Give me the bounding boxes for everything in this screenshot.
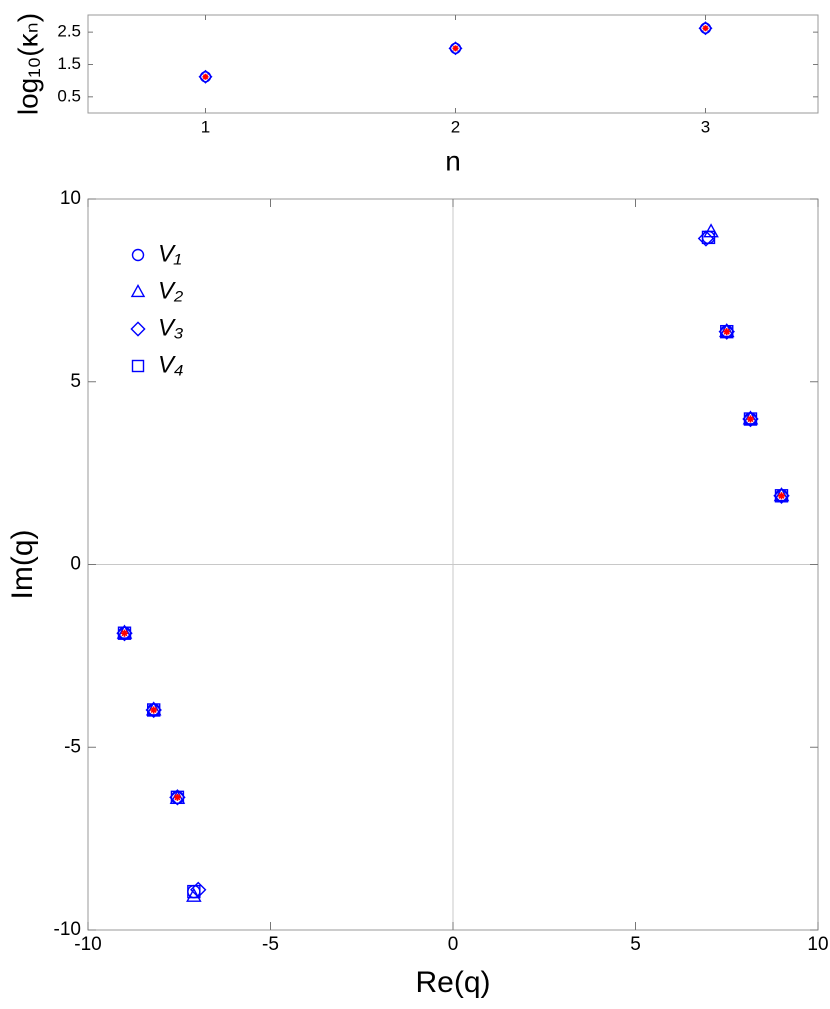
y-tick-label: 0 [70,554,81,575]
point [187,884,201,899]
point [146,703,161,717]
y-tick-label: 5 [70,371,81,392]
x-tick-label: -10 [74,934,101,955]
point [145,701,162,719]
point [718,323,735,340]
point [773,487,790,502]
point [742,410,759,428]
y-axis-label: Im(q) [6,530,39,600]
x-tick-label: 3 [701,117,710,136]
x-tick-label: -5 [262,934,279,955]
x-axis-label: n [445,145,461,176]
point [202,73,209,80]
point [723,328,731,336]
legend-label: V₁ [158,240,182,267]
point [718,323,735,338]
point [746,415,755,423]
point [449,42,462,55]
y-tick-label: -10 [54,919,81,940]
x-axis-label: Re(q) [415,966,490,999]
point [117,626,132,640]
legend-label: V₃ [158,314,184,341]
y-tick-label: 1.5 [57,54,81,73]
point [173,793,182,801]
y-tick-label: 10 [60,188,81,209]
x-tick-label: 1 [201,117,210,136]
point [116,624,133,639]
x-tick-label: 10 [807,934,828,955]
point [170,790,185,805]
x-tick-label: 5 [630,934,641,955]
point [448,41,463,56]
legend-marker [130,283,146,298]
legend-label: V₄ [158,351,184,378]
point [169,789,186,806]
point [773,487,790,504]
y-axis-label: log₁₀(κₙ) [12,13,43,115]
point [452,45,459,52]
point [701,230,716,245]
point [145,701,162,716]
point [720,324,734,339]
point [743,412,758,426]
legend-label: V₂ [158,277,183,304]
y-tick-label: -5 [64,736,81,757]
point [697,230,715,247]
point [699,22,712,34]
point [150,706,158,714]
legend-marker [131,359,145,373]
y-tick-label: 2.5 [57,22,81,41]
point [698,21,713,36]
point [120,629,129,637]
plot-frame [87,14,819,114]
x-tick-label: 0 [448,934,459,955]
point [777,492,786,500]
x-tick-label: 2 [451,117,460,136]
point [774,489,789,503]
legend-marker [131,248,145,262]
point [116,625,133,642]
point [198,69,213,84]
legend-marker [130,321,146,337]
point [742,410,759,425]
y-tick-label: 0.5 [57,86,81,105]
point [702,25,709,32]
point [199,71,212,83]
